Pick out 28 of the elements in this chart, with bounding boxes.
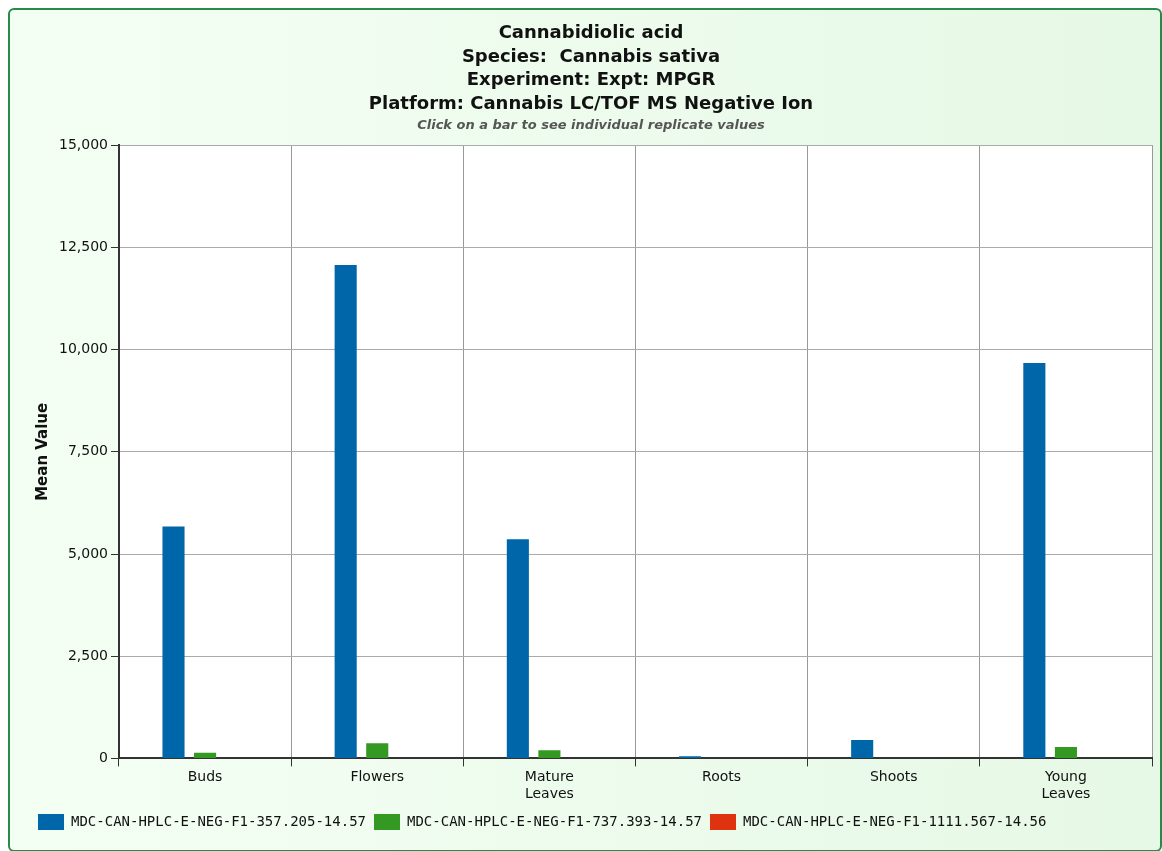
bar [334,264,357,758]
legend-label: MDC-CAN-HPLC-E-NEG-F1-357.205-14.57 [71,812,367,829]
x-tick-label: Mature Leaves [524,768,574,802]
chart-title: Cannabidiolic acid Species: Cannabis sativa Experiment: Expt: MPGR Platform: Cannabis LC/TOF MS Negative Ion [368,21,814,113]
y-tick-label: 0 [99,749,108,766]
legend-label: MDC-CAN-HPLC-E-NEG-F1-737.393-14.57 [407,812,703,829]
y-tick-label: 15,000 [58,135,108,152]
x-tick-label: Young Leaves [1041,768,1091,802]
bar [851,740,874,758]
y-tick-label: 5,000 [67,544,108,561]
bar [506,539,529,758]
x-tick-label: Flowers [350,768,405,785]
y-axis-title: Mean Value [32,402,51,501]
bar [366,743,389,758]
y-tick-label: 2,500 [67,646,108,663]
x-tick-label: Buds [187,768,223,785]
x-tick-label: Roots [702,768,742,785]
bar [538,750,561,758]
bar [162,526,185,758]
bar [1054,746,1077,758]
y-tick-label: 12,500 [58,238,108,255]
chart-subtitle: Click on a bar to see individual replicate values [417,116,766,132]
bar [1023,363,1046,758]
x-tick-label: Shoots [869,768,918,785]
y-tick-label: 7,500 [67,442,108,459]
legend-label: MDC-CAN-HPLC-E-NEG-F1-1111.567-14.56 [743,812,1047,829]
y-tick-label: 10,000 [58,340,108,357]
bar [194,752,217,758]
